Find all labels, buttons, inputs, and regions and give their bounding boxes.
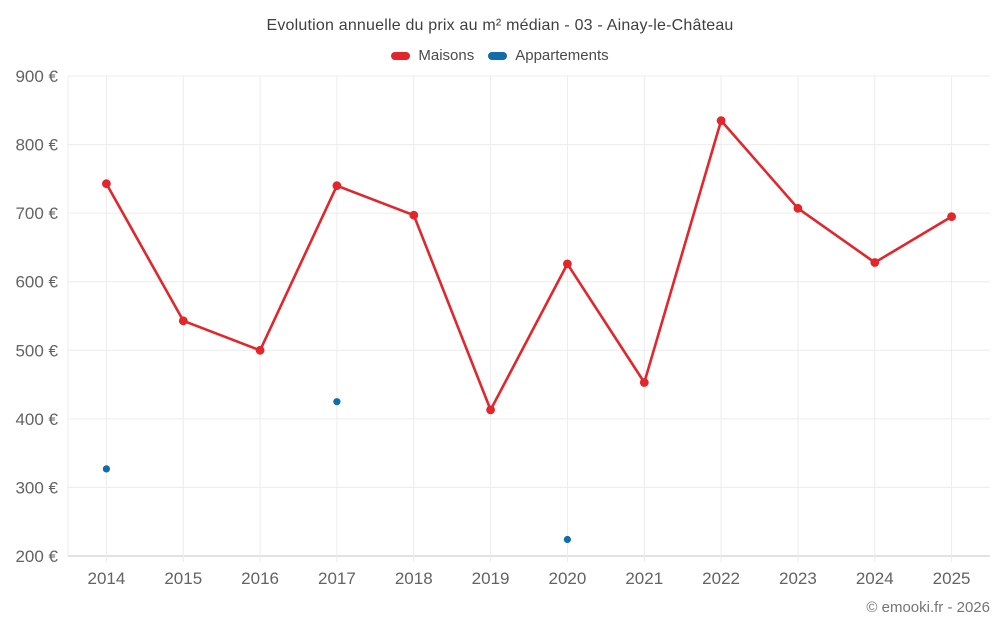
- x-tick-label: 2019: [472, 569, 510, 588]
- maisons-point[interactable]: [255, 345, 265, 355]
- maisons-point[interactable]: [102, 179, 111, 189]
- legend-marker-appartements: [488, 51, 508, 60]
- legend-item-maisons[interactable]: Maisons: [391, 47, 474, 64]
- y-tick-label: 200 €: [15, 547, 58, 566]
- maisons-point[interactable]: [409, 210, 419, 220]
- legend-marker-maisons: [391, 51, 411, 60]
- legend: Maisons Appartements: [0, 47, 1000, 64]
- maisons-point[interactable]: [947, 212, 956, 222]
- legend-label: Maisons: [418, 47, 475, 64]
- x-tick-label: 2018: [395, 569, 433, 588]
- x-tick-label: 2015: [164, 569, 202, 588]
- legend-label: Appartements: [515, 47, 609, 64]
- x-tick-label: 2017: [318, 569, 356, 588]
- x-tick-label: 2021: [625, 569, 663, 588]
- x-tick-label: 2023: [779, 569, 817, 588]
- x-tick-label: 2025: [933, 569, 971, 588]
- x-tick-label: 2014: [88, 569, 126, 588]
- chart-title: Evolution annuelle du prix au m² médian …: [266, 17, 734, 34]
- appartements-point[interactable]: [563, 535, 572, 544]
- maisons-point[interactable]: [793, 203, 803, 213]
- x-tick-label: 2022: [702, 569, 740, 588]
- appartements-point[interactable]: [102, 465, 110, 473]
- y-tick-label: 800 €: [15, 136, 58, 155]
- y-tick-label: 300 €: [15, 478, 58, 497]
- maisons-point[interactable]: [716, 116, 726, 125]
- x-tick-label: 2016: [241, 569, 279, 588]
- maisons-point[interactable]: [870, 258, 880, 267]
- y-tick-label: 400 €: [15, 410, 58, 429]
- y-tick-label: 700 €: [15, 204, 58, 223]
- x-tick-label: 2020: [549, 569, 587, 588]
- maisons-point[interactable]: [486, 405, 495, 415]
- x-tick-label: 2024: [856, 569, 894, 588]
- copyright-credit: © emooki.fr - 2026: [866, 599, 990, 616]
- legend-item-appartements[interactable]: Appartements: [488, 47, 609, 64]
- maisons-point[interactable]: [178, 316, 188, 326]
- appartements-point[interactable]: [333, 398, 341, 406]
- y-tick-label: 500 €: [15, 341, 58, 360]
- maisons-line: [105, 119, 953, 412]
- maisons-point[interactable]: [563, 259, 572, 269]
- maisons-point[interactable]: [332, 181, 342, 191]
- y-tick-label: 900 €: [15, 67, 58, 86]
- maisons-point[interactable]: [639, 378, 649, 387]
- y-tick-label: 600 €: [15, 273, 58, 292]
